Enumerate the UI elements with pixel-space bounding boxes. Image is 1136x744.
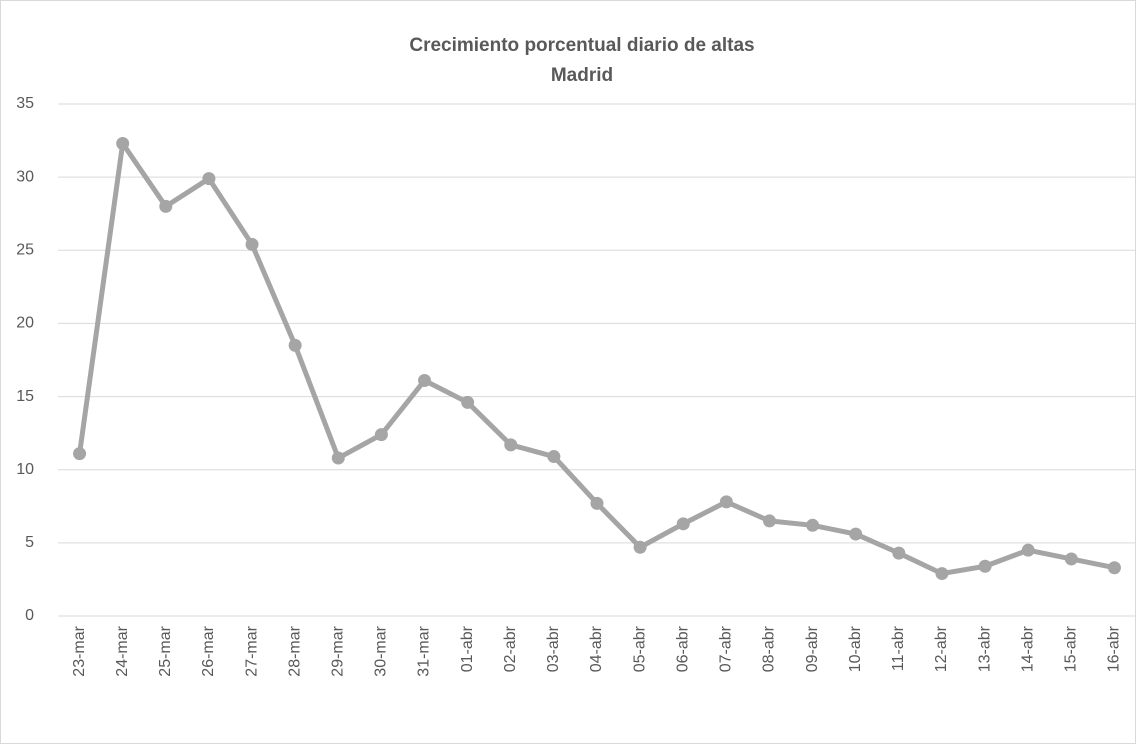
point (1107, 561, 1121, 575)
x-tick-label: 14-abr (1019, 625, 1036, 672)
point (892, 546, 906, 560)
x-tick-label: 16-abr (1106, 625, 1123, 672)
x-tick-label: 04-abr (588, 625, 605, 672)
y-tick-label: 15 (16, 388, 34, 405)
x-tick-label: 13-abr (976, 625, 993, 672)
x-tick-label: 02-abr (502, 625, 519, 672)
x-tick-label: 05-abr (631, 625, 648, 672)
point (331, 451, 345, 465)
point (461, 395, 475, 409)
x-tick-label: 08-abr (761, 625, 778, 672)
point (849, 527, 863, 541)
x-tick-label: 11-abr (890, 625, 907, 671)
y-tick-label: 20 (16, 315, 34, 332)
x-tick-label: 24-mar (114, 625, 131, 676)
x-tick-label: 01-abr (459, 625, 476, 672)
x-tick-label: 25-mar (157, 625, 174, 676)
y-tick-label: 0 (25, 607, 34, 624)
point (245, 237, 259, 251)
point (762, 514, 776, 528)
x-tick-label: 03-abr (545, 625, 562, 672)
x-tick-label: 07-abr (718, 625, 735, 672)
point (1021, 543, 1035, 557)
y-tick-label: 10 (16, 461, 34, 478)
point (202, 172, 216, 186)
x-tick-label: 28-mar (286, 625, 303, 676)
point (418, 373, 432, 387)
point (719, 495, 733, 509)
chart-subtitle: Madrid (551, 65, 613, 86)
x-tick-label: 27-mar (243, 625, 260, 676)
point (633, 540, 647, 554)
y-tick-label: 25 (16, 242, 34, 259)
x-tick-label: 23-mar (71, 625, 88, 676)
point (590, 496, 604, 510)
y-tick-label: 30 (16, 168, 34, 185)
point (547, 450, 561, 464)
point (159, 199, 173, 213)
chart-title: Crecimiento porcentual diario de altas (409, 35, 754, 56)
point (935, 567, 949, 581)
y-tick-label: 5 (25, 534, 34, 551)
x-tick-label: 09-abr (804, 625, 821, 672)
x-tick-label: 10-abr (847, 625, 864, 672)
point (374, 428, 388, 442)
point (504, 438, 518, 452)
x-tick-label: 06-abr (674, 625, 691, 672)
point (1064, 552, 1078, 566)
x-tick-label: 15-abr (1063, 625, 1080, 672)
point (73, 447, 87, 461)
x-tick-label: 30-mar (373, 625, 390, 676)
point (806, 518, 820, 532)
x-tick-label: 29-mar (329, 625, 346, 676)
x-tick-label: 26-mar (200, 625, 217, 676)
point (116, 136, 130, 150)
point (288, 338, 302, 352)
x-tick-label: 31-mar (416, 625, 433, 676)
x-tick-label: 12-abr (933, 625, 950, 672)
point (676, 517, 690, 531)
y-tick-label: 35 (16, 95, 34, 112)
point (978, 559, 992, 573)
